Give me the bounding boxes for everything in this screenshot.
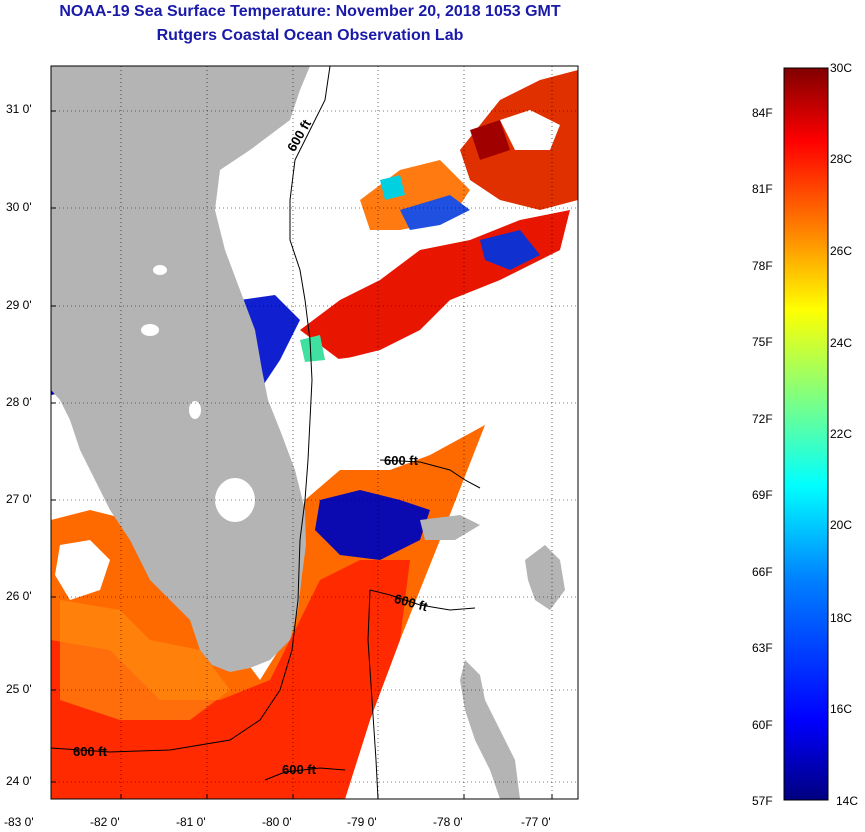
florida-land [51,66,310,672]
colorbar-celsius-label: 24C [830,336,853,350]
colorbar-fahrenheit-label: 60F [752,718,773,732]
colorbar-fahrenheit-label: 63F [752,641,773,655]
lon-label: -77 0' [521,815,551,829]
sst-cold-patch-4 [480,230,540,270]
colorbar-fahrenheit-label: 57F [752,794,773,808]
cloud-2 [500,110,560,150]
colorbar-fahrenheit-label: 75F [752,335,773,349]
lake [189,401,201,419]
colorbar-celsius-label: 30C [830,61,853,75]
isobath-label: 600 ft [73,744,107,759]
cloud-3 [325,355,380,395]
lat-label: 29 0' [6,298,32,312]
page-title: NOAA-19 Sea Surface Temperature: Novembe… [59,3,561,20]
colorbar-celsius-label: 20C [830,518,853,532]
colorbar-celsius-label: 18C [830,611,853,625]
colorbar-fahrenheit-label: 66F [752,565,773,579]
lake [153,265,167,275]
lon-label: -82 0' [90,815,120,829]
isobath-contours [51,66,481,799]
sst-cyan-patch-2 [300,335,325,362]
lon-label: -80 0' [262,815,292,829]
sst-north-dark [470,120,510,160]
cloud-1 [55,540,110,600]
page-subtitle: Rutgers Coastal Ocean Observation Lab [156,27,464,44]
lat-label: 31 0' [6,102,32,116]
isobath-label: 600 ft [384,453,418,468]
lon-label: -78 0' [433,815,463,829]
lat-label: 27 0' [6,492,32,506]
colorbar-fahrenheit-label: 81F [752,182,773,196]
isobath-label: 600 ft [282,762,316,777]
axis-ticks [51,110,553,799]
colorbar-celsius-label: 28C [830,152,853,166]
colorbar-fahrenheit-label: 72F [752,412,773,426]
bahamas-andros [460,660,520,799]
colorbar-celsius-label: 22C [830,427,853,441]
lat-label: 28 0' [6,395,32,409]
lake [141,324,159,336]
colorbar-celsius-label: 14C [836,794,859,808]
lon-label: -81 0' [176,815,206,829]
colorbar-celsius-label: 26C [830,244,853,258]
sst-cold-patch-3 [400,195,470,230]
colorbar-fahrenheit-label: 78F [752,259,773,273]
lat-label: 24 0' [6,774,32,788]
sst-swath-south-red [51,560,410,799]
colorbar-fahrenheit-label: 69F [752,488,773,502]
sst-cyan-patch [380,175,405,200]
lat-label: 25 0' [6,682,32,696]
bahamas-grand [420,515,480,540]
colorbar-celsius-label: 16C [830,702,853,716]
colorbar [783,67,829,801]
map-border [50,65,579,800]
sst-cold-patch-2 [315,490,430,560]
lat-label: 26 0' [6,589,32,603]
bahamas-abaco [525,545,565,610]
lon-label: -83 0' [4,815,34,829]
lat-label: 30 0' [6,200,32,214]
lon-label: -79 0' [347,815,377,829]
colorbar-fahrenheit-label: 84F [752,106,773,120]
